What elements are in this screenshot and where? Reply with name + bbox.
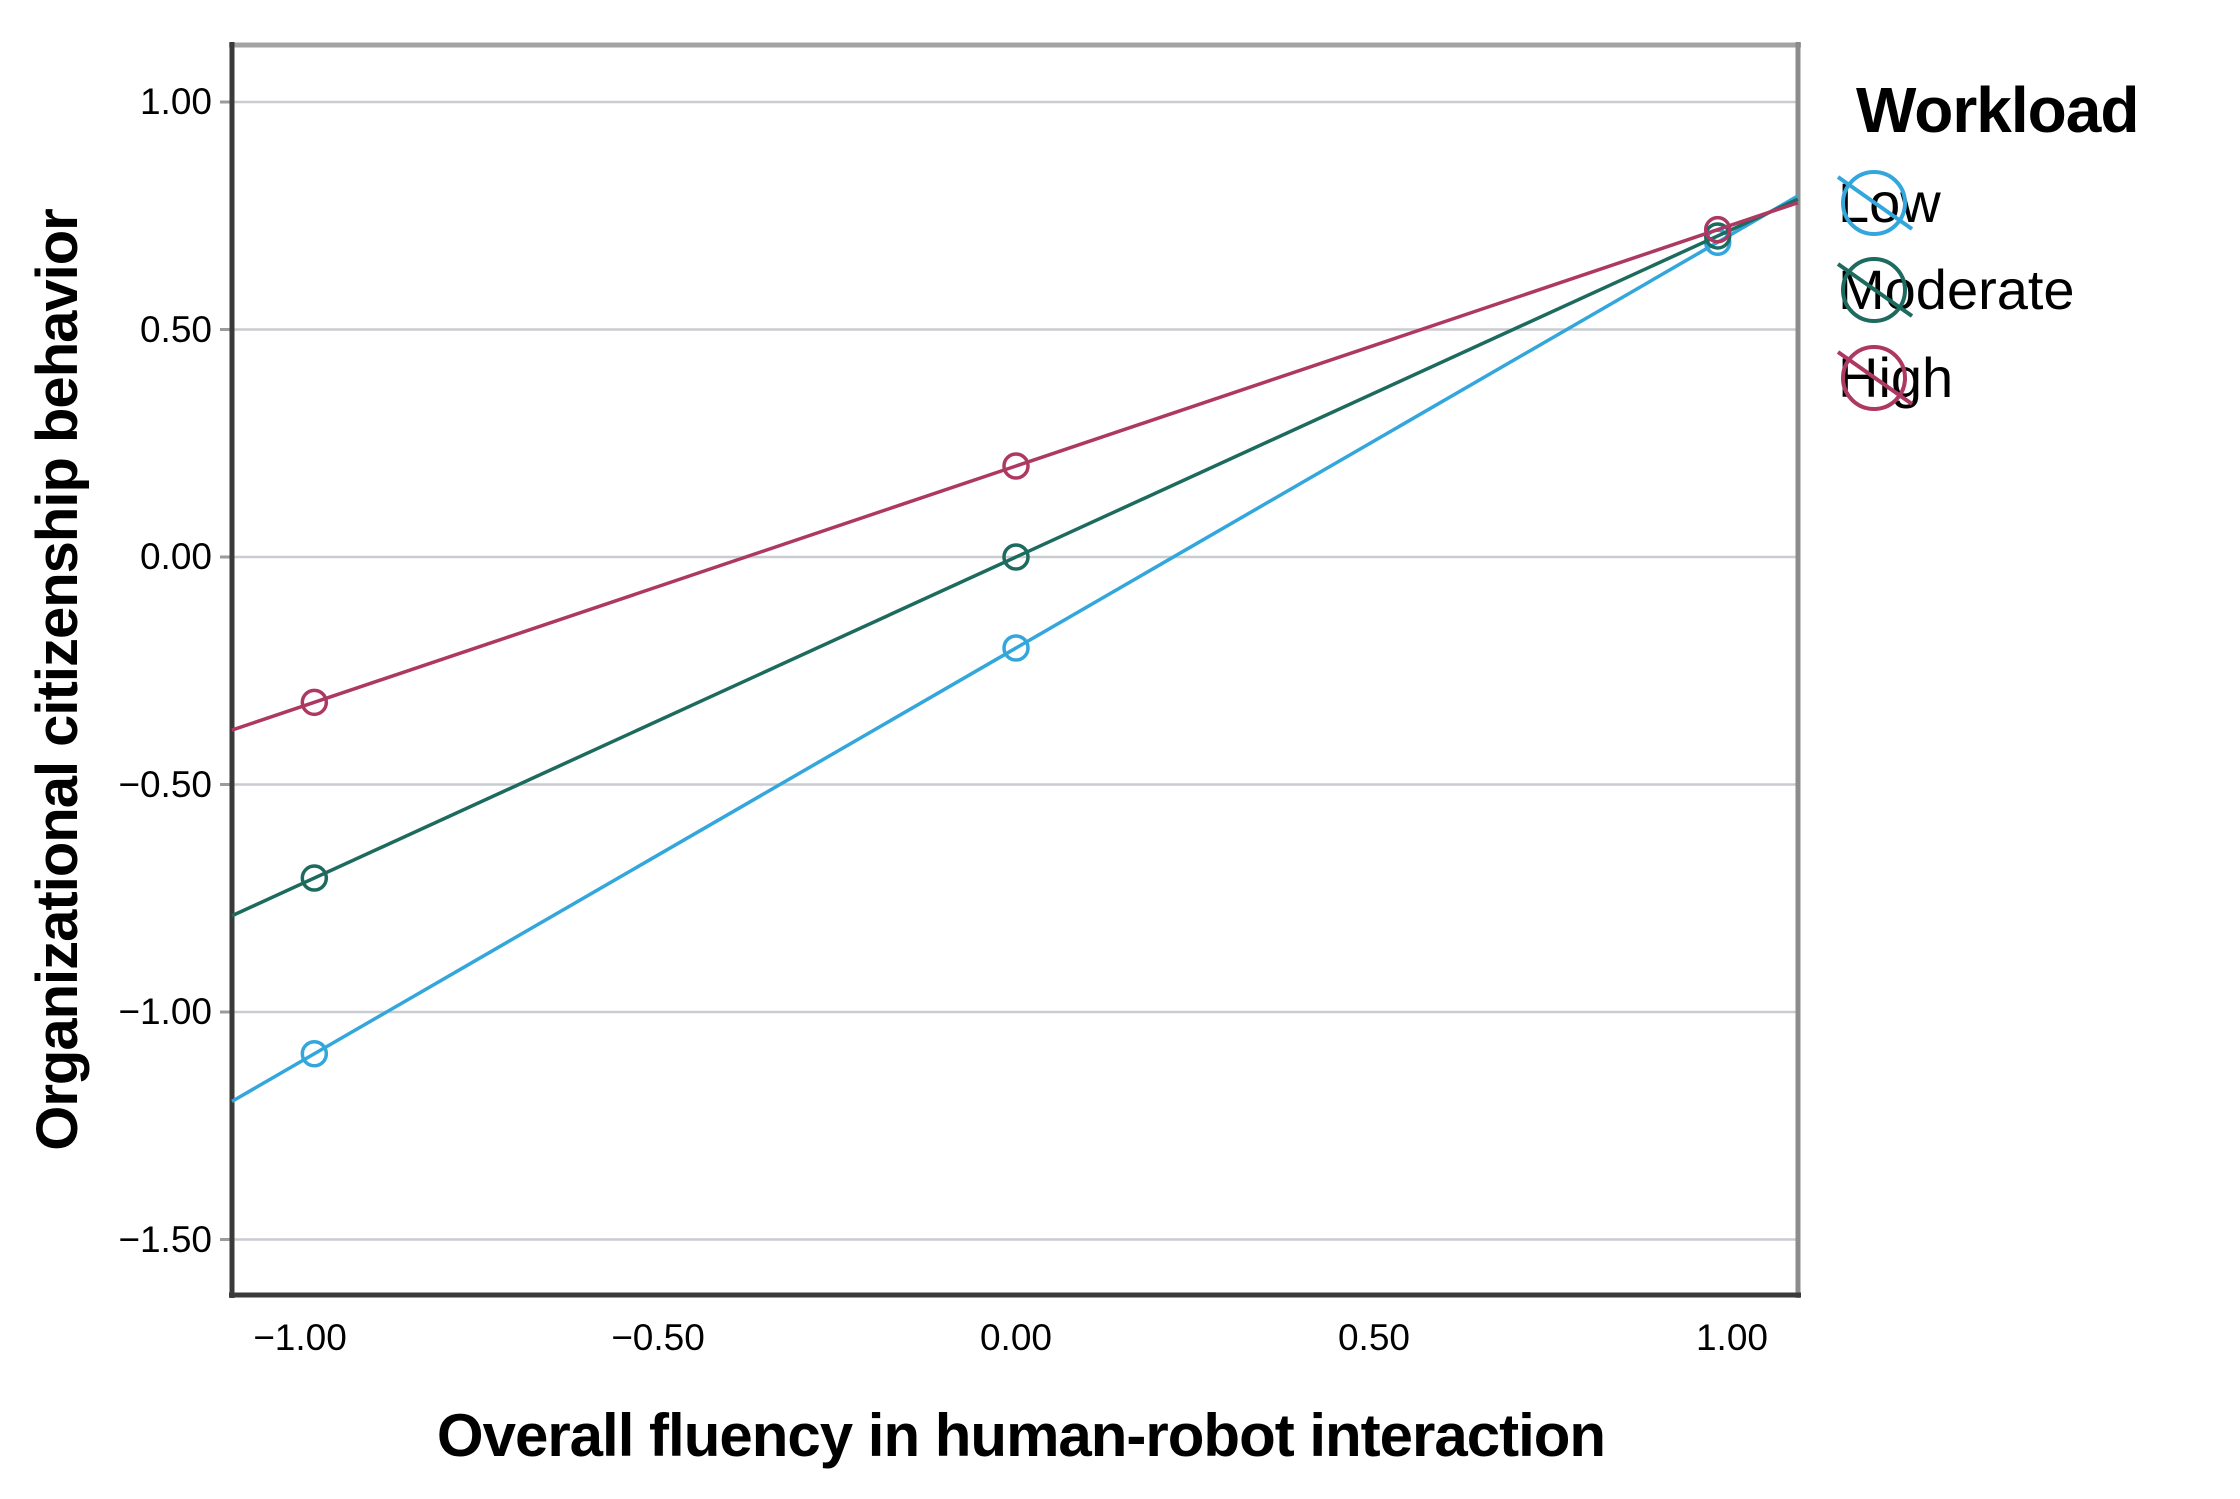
legend-item-low: Low: [1834, 165, 1941, 241]
line-marker-icon: [1836, 170, 1914, 236]
x-axis-title: Overall fluency in human-robot interacti…: [436, 1402, 1606, 1469]
line-marker-icon: [1836, 257, 1914, 323]
x-tick-label: 1.00: [1695, 1317, 1768, 1358]
y-tick-label: 0.50: [139, 308, 212, 350]
series-line-low: [231, 194, 1799, 1103]
y-tick-label: −1.50: [118, 1218, 212, 1260]
series-marker-high: [300, 688, 329, 717]
series-marker-moderate: [1002, 543, 1030, 571]
y-axis-title: Organizational citizenship behavior: [25, 209, 90, 1151]
y-tick-label: 1.00: [139, 81, 212, 122]
series-marker-high: [1703, 215, 1732, 244]
legend-label: Low: [1838, 171, 1941, 234]
series-line-moderate: [231, 197, 1799, 918]
y-tick-label: 0.00: [139, 536, 212, 577]
series-marker-low: [300, 1040, 329, 1068]
legend-title: Workload: [1856, 74, 2139, 146]
y-tick-label: −0.50: [118, 763, 212, 805]
legend-item-high: High: [1834, 340, 1953, 416]
x-tick-label: 0.00: [979, 1317, 1052, 1358]
line-marker-icon: [1836, 345, 1914, 411]
x-tick-label: 0.50: [1337, 1317, 1410, 1358]
x-tick-label: −1.00: [253, 1317, 347, 1358]
x-tick-label: −0.50: [611, 1317, 705, 1358]
series-marker-high: [1002, 452, 1030, 480]
series-marker-moderate: [300, 864, 329, 892]
series-marker-low: [1002, 634, 1030, 662]
y-tick-label: −1.00: [118, 991, 212, 1032]
series-line-high: [231, 201, 1799, 732]
legend-item-moderate: Moderate: [1834, 252, 2075, 328]
